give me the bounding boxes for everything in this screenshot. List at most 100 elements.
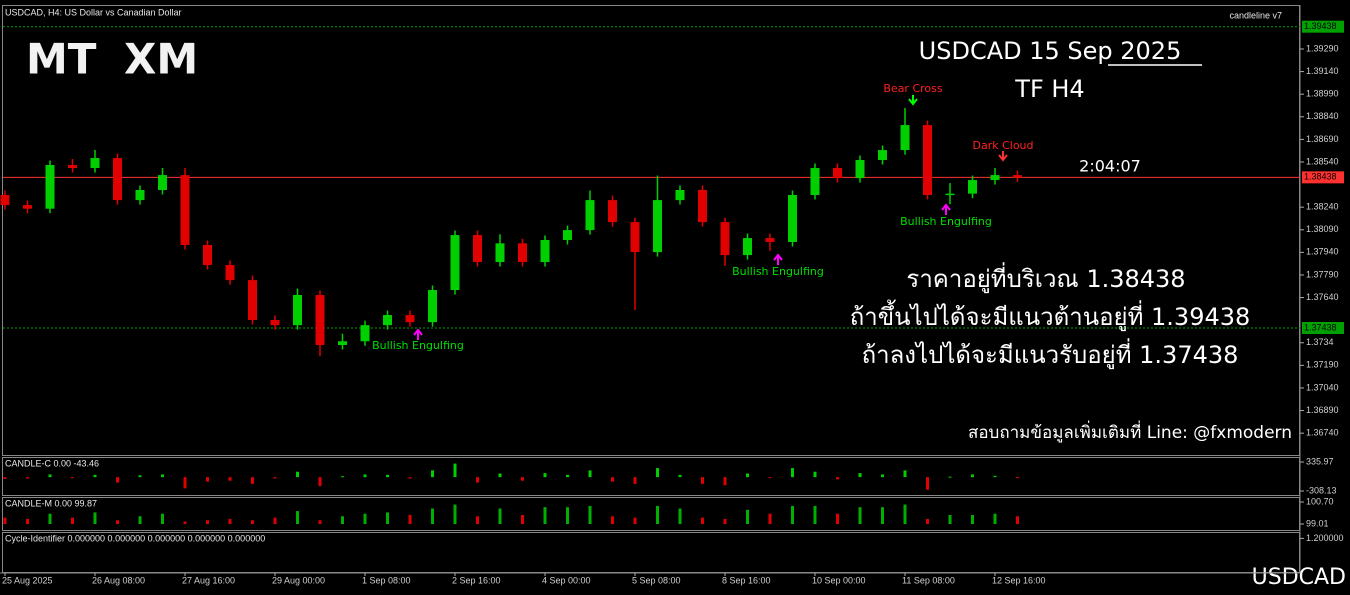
bar (566, 474, 569, 478)
x-tick-label: 2 Sep 16:00 (452, 575, 501, 585)
bar (498, 473, 502, 478)
bar (611, 477, 614, 482)
candle-body (810, 168, 820, 195)
panel-title: CANDLE-C 0.00 -43.46 (5, 458, 99, 468)
bar (48, 513, 52, 524)
bar (3, 517, 7, 524)
bar (273, 517, 277, 524)
x-tick-label: 10 Sep 00:00 (812, 575, 866, 585)
y-tick-label: 1.37190 (1306, 360, 1339, 370)
candle-body (900, 125, 910, 151)
candle-body (248, 280, 257, 321)
bar (836, 513, 839, 524)
bar (363, 513, 367, 524)
x-tick-label: 27 Aug 16:00 (182, 575, 235, 585)
bar (26, 477, 29, 479)
bar (161, 474, 164, 478)
x-tick-label: 26 Aug 08:00 (92, 575, 145, 585)
candle-body (743, 238, 752, 256)
candle-body (563, 230, 572, 241)
bar (116, 477, 119, 483)
y-tick-label: 1.38840 (1306, 111, 1339, 121)
bar (453, 463, 457, 478)
bar (476, 477, 479, 483)
footer-symbol: USDCAD (1252, 565, 1346, 590)
bar (768, 513, 772, 524)
candle-body (428, 290, 437, 323)
bar (701, 477, 704, 484)
candle-body (630, 222, 640, 253)
candle-body (608, 200, 617, 223)
y-tick-label: 99.01 (1306, 518, 1329, 528)
bar (903, 470, 907, 478)
bar (318, 477, 322, 487)
bar (791, 468, 794, 478)
bar (926, 518, 929, 524)
bar (723, 518, 727, 524)
bar (93, 512, 97, 524)
bar (318, 520, 322, 524)
bar (993, 475, 997, 478)
x-tick-label: 4 Sep 00:00 (542, 575, 591, 585)
y-tick-label: 1.3734 (1306, 337, 1334, 347)
x-tick-label: 1 Sep 08:00 (362, 575, 411, 585)
bar (341, 516, 344, 524)
logo-mt: MT (26, 35, 97, 84)
panel-title: CANDLE-M 0.00 99.87 (5, 498, 97, 508)
bar (138, 516, 142, 524)
level-tag (1302, 171, 1344, 184)
bar (858, 473, 862, 478)
bar (723, 477, 727, 486)
candle-body (878, 150, 887, 161)
bar (138, 475, 142, 478)
candle-body (180, 175, 190, 245)
bar (431, 470, 434, 478)
candle-body (990, 175, 1000, 181)
y-tick-label: 1.37640 (1306, 292, 1339, 302)
bar (408, 477, 412, 479)
bar (633, 477, 637, 484)
bar (251, 477, 254, 484)
bar (206, 477, 209, 482)
note: ราคาอยู่ที่บริเวณ 1.38438 (906, 262, 1185, 294)
bar (903, 504, 907, 524)
bar (948, 476, 952, 478)
y-tick-label: 1.36890 (1306, 405, 1339, 415)
y-tick-label: 1.39290 (1306, 43, 1339, 53)
panel-title: Cycle-Identifier 0.000000 0.000000 0.000… (5, 533, 265, 543)
y-tick-label: 1.38240 (1306, 202, 1339, 212)
candle-body (720, 222, 730, 256)
x-tick-label: 8 Sep 16:00 (722, 575, 771, 585)
y-tick-label: 1.39140 (1306, 66, 1339, 76)
y-tick-label: 100.70 (1306, 496, 1334, 506)
x-tick-label: 29 Aug 00:00 (272, 575, 325, 585)
candle-body (585, 200, 595, 231)
candle-body (293, 295, 302, 326)
bar (971, 474, 974, 478)
y-tick-label: 1.38540 (1306, 156, 1339, 166)
candle-body (45, 164, 55, 209)
bar (768, 477, 772, 479)
indicator-name: candleline v7 (1229, 10, 1282, 20)
y-tick-label: 1.37790 (1306, 269, 1339, 279)
bar (701, 517, 704, 524)
candle-body (360, 325, 370, 342)
y-tick-label: -308.13 (1306, 485, 1337, 495)
y-tick-label: 1.37940 (1306, 247, 1339, 257)
candle-body (855, 160, 865, 179)
bar (791, 505, 794, 524)
bar (993, 513, 997, 524)
bar (746, 509, 749, 524)
arrow (998, 151, 1008, 162)
candle-body (540, 240, 550, 263)
arrow (908, 95, 918, 106)
level-tag (1302, 20, 1344, 33)
bar (656, 505, 659, 524)
bar (971, 515, 974, 524)
candle-body (675, 190, 685, 201)
bar (476, 516, 479, 524)
bar (678, 508, 682, 524)
bar (183, 521, 187, 524)
bar (1016, 516, 1019, 524)
